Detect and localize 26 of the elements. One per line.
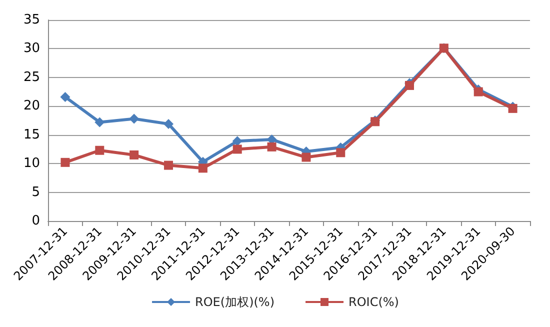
y-tick-label: 10 (23, 156, 40, 172)
y-tick-label: 25 (23, 70, 40, 85)
legend-label: ROE(加权)(%) (195, 295, 275, 309)
point (302, 152, 311, 162)
point (130, 150, 139, 160)
point (474, 87, 483, 96)
point (94, 117, 105, 128)
y-tick-label: 0 (32, 214, 40, 228)
point (60, 92, 70, 102)
point (129, 114, 140, 124)
point (267, 142, 276, 152)
point (60, 158, 70, 167)
legend-label: ROIC(%) (348, 295, 399, 309)
y-tick-label: 5 (32, 184, 40, 200)
y-tick-label: 15 (23, 127, 40, 142)
point (232, 136, 242, 146)
point (232, 144, 242, 154)
point (405, 80, 414, 90)
point (198, 164, 208, 173)
point (164, 160, 173, 170)
point (95, 146, 104, 155)
point (336, 148, 346, 158)
y-tick-label: 35 (23, 12, 40, 28)
point (164, 118, 174, 129)
y-tick-label: 30 (23, 41, 40, 56)
y-tick-label: 20 (23, 98, 40, 114)
